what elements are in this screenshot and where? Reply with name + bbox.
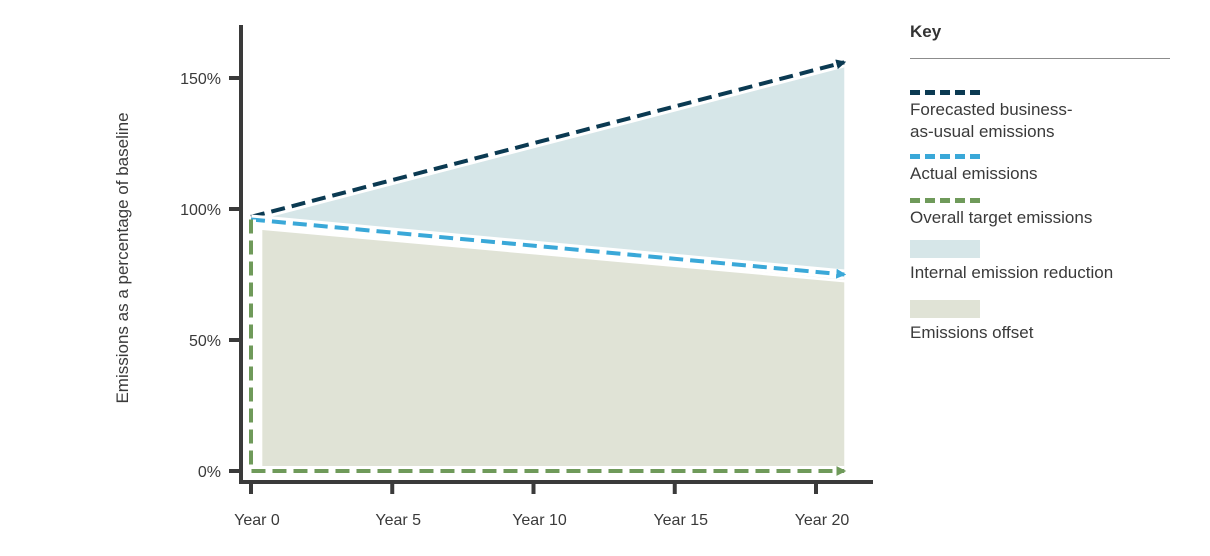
key-item-overall-target: Overall target emissions [910,198,1180,229]
line-overall-target-halo [246,219,845,476]
x-tick-label: Year 10 [512,512,567,529]
key-label: Emissions offset [910,323,1034,342]
key-label: Actual emissions [910,164,1038,183]
key-title: Key [910,22,942,41]
key-swatch [910,300,980,318]
areas-layer [251,64,845,471]
x-tick-label: Year 5 [375,512,421,529]
y-tick-label: 100% [180,202,221,219]
line-forecasted-business-as-usual [250,59,847,219]
key-swatch [910,198,980,203]
lines-layer [246,57,847,476]
key-item-internal-reduction: Internal emission reduction [910,240,1180,284]
y-tick-label: 0% [198,464,221,481]
key-swatch [910,240,980,258]
line-actual-emissions [250,217,847,279]
x-tick-label: Year 20 [795,512,850,529]
y-tick-label: 50% [189,333,221,350]
key-item-offset: Emissions offset [910,300,1180,344]
key-label: Overall target emissions [910,208,1093,227]
x-tick-label: Year 15 [653,512,708,529]
x-tick-label: Year 0 [234,512,280,529]
key-label: Internal emission reduction [910,263,1114,282]
key-swatch [910,90,980,95]
axes-layer [229,25,873,494]
key-label: Forecasted business-as-usual emissions [910,100,1073,141]
area-emissions-offset [262,229,845,471]
labels-layer: 0% 50% 100% 150% Year 0 Year 5 Year 10 Year 15 Y… [113,71,849,529]
key-item-forecasted: Forecasted business-as-usual emissions [910,90,1180,143]
key-item-actual: Actual emissions [910,154,1180,185]
area-internal-emission-reduction [251,64,845,280]
y-axis-label: Emissions as a percentage of baseline [113,112,132,403]
key-swatch [910,154,980,159]
y-tick-label: 150% [180,71,221,88]
key-divider [910,58,1170,59]
